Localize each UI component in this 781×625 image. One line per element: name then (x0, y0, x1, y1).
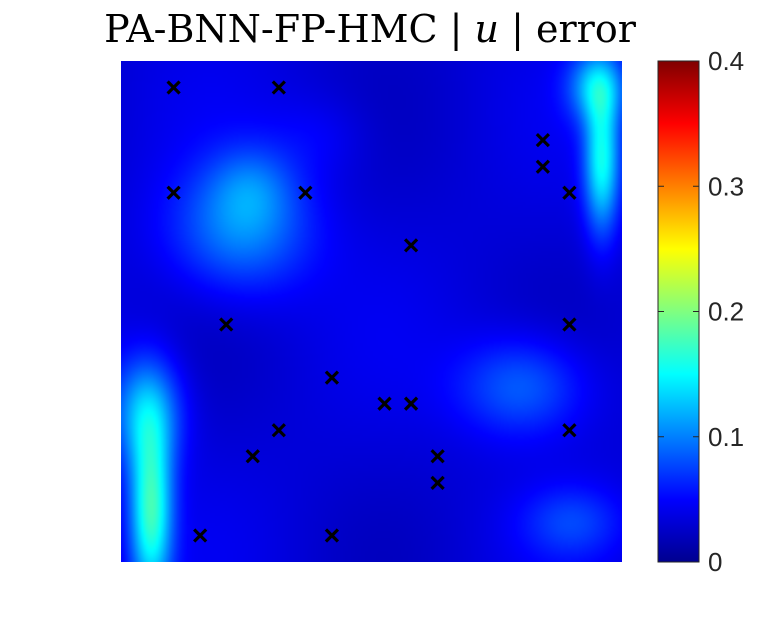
sample-point-marker (403, 396, 419, 411)
sample-point-marker (298, 185, 313, 200)
colorbar-tick-label: 0.4 (708, 46, 744, 76)
plot-area (121, 61, 622, 562)
colorbar-tick-label: 0.1 (708, 422, 744, 452)
sample-point-marker (219, 317, 234, 332)
sample-point-marker (430, 449, 445, 464)
chart-title: PA-BNN-FP-HMC | u | error (104, 7, 637, 51)
sample-point-marker (166, 80, 181, 95)
sample-point-marker (271, 423, 286, 438)
colorbar-tick-label: 0.2 (708, 297, 744, 327)
sample-point-marker (535, 133, 550, 148)
sample-point-marker (403, 238, 419, 253)
sample-point-marker (377, 396, 392, 411)
colorbar-gradient (658, 61, 699, 562)
sample-point-marker (535, 159, 550, 174)
sample-point-marker (324, 370, 340, 385)
sample-point-marker (324, 528, 340, 543)
sample-points (166, 80, 577, 543)
sample-point-marker (245, 449, 260, 464)
sample-point-marker (562, 185, 577, 200)
sample-point-marker (562, 423, 577, 438)
sample-point-marker (430, 475, 445, 490)
colorbar-ticks: 0 0.1 0.2 0.3 0.4 (658, 46, 744, 577)
sample-point-marker (562, 317, 577, 332)
sample-point-marker (193, 528, 208, 543)
colorbar-tick-label: 0.3 (708, 171, 744, 201)
colorbar: 0 0.1 0.2 0.3 0.4 (657, 46, 744, 577)
sample-point-marker (166, 185, 181, 200)
colorbar-tick-label: 0 (708, 547, 722, 577)
sample-point-marker (271, 80, 286, 95)
